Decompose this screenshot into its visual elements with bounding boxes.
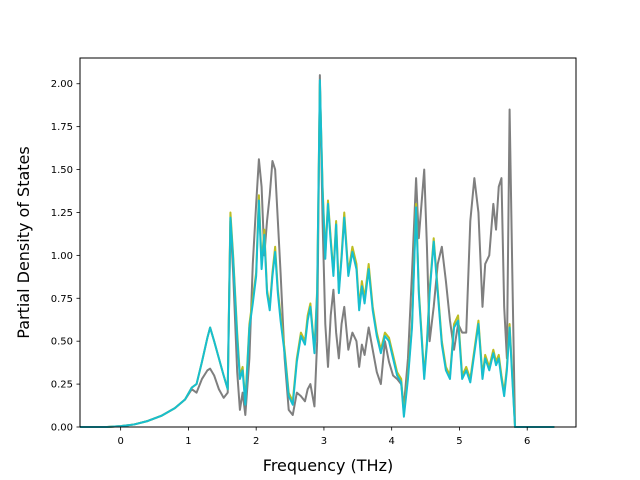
y-axis-title: Partial Density of States: [14, 146, 33, 338]
y-axis: 0.00 0.25 0.50 0.75 1.00 1.25 1.50 1.75 2.00: [51, 79, 80, 434]
y-tick-label: 0.50: [51, 337, 73, 348]
y-tick-label: 0.75: [51, 294, 73, 305]
y-tick-label: 1.50: [51, 165, 73, 176]
x-tick-label: 4: [389, 436, 395, 447]
x-tick-label: 5: [456, 436, 462, 447]
x-tick-label: 2: [253, 436, 259, 447]
y-tick-label: 1.00: [51, 251, 73, 262]
y-tick-label: 2.00: [51, 79, 73, 90]
y-tick-label: 0.00: [51, 423, 73, 434]
y-tick-label: 1.75: [51, 122, 73, 133]
x-tick-label: 0: [117, 436, 123, 447]
series-layer: [80, 74, 555, 428]
x-axis: 0 1 2 3 4 5 6: [117, 427, 530, 447]
y-tick-label: 1.25: [51, 208, 73, 219]
y-tick-label: 0.25: [51, 380, 73, 391]
x-tick-label: 3: [321, 436, 327, 447]
x-axis-title: Frequency (THz): [263, 456, 393, 475]
x-tick-label: 6: [524, 436, 530, 447]
series-line-3: [80, 79, 555, 428]
axes-frame: [79, 57, 577, 428]
x-tick-label: 1: [185, 436, 191, 447]
